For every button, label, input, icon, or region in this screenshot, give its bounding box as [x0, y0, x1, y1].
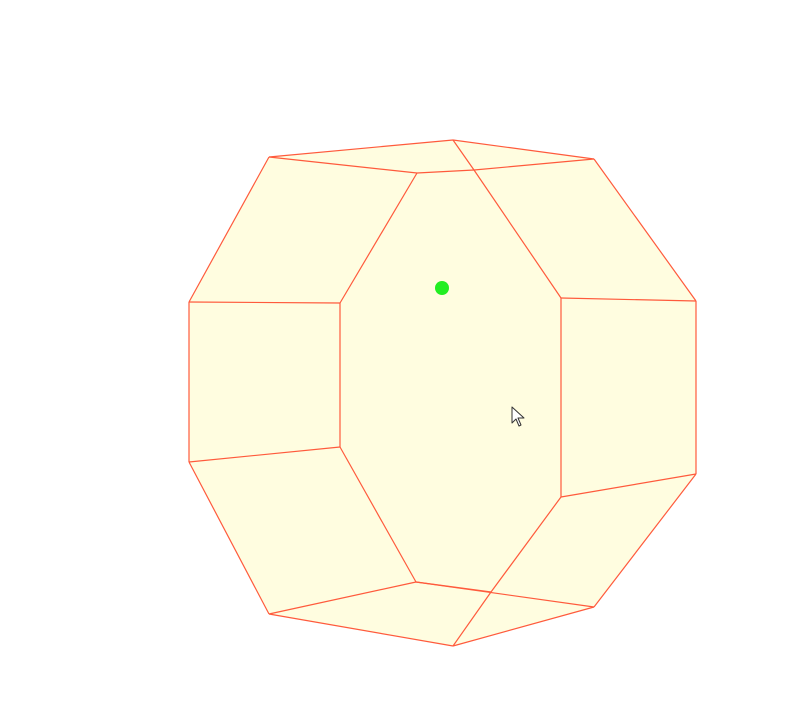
polyhedron-edge [452, 139, 595, 160]
top-left-face [189, 157, 417, 303]
polyhedron-edge [560, 297, 697, 302]
polyhedron-edge [188, 301, 341, 304]
polyhedron-edge [593, 473, 697, 608]
vertex-marker[interactable] [435, 281, 449, 295]
polyhedron-edge [188, 461, 270, 615]
top-right-face [453, 140, 696, 301]
polyhedron-edge [452, 139, 475, 171]
polyhedron-edge [452, 591, 492, 647]
polyhedron-edge [268, 581, 417, 615]
polyhedron-edge [339, 172, 418, 304]
polyhedron-edge [593, 158, 697, 302]
mouse-pointer-icon [511, 406, 525, 427]
polyhedron-edge [490, 496, 562, 593]
polyhedron-faces [189, 140, 696, 646]
polyhedron-edge [452, 606, 595, 647]
polyhedron-edge [473, 169, 562, 299]
polyhedron-edge [188, 446, 341, 463]
top-face [269, 140, 474, 173]
polyhedron-edge [415, 581, 595, 608]
bottom-face [269, 582, 491, 646]
bottom-left-face [189, 447, 416, 614]
polyhedron-edge [268, 156, 418, 174]
polyhedron-edge [268, 613, 454, 647]
left-face [189, 302, 340, 462]
polyhedron-edge [188, 156, 270, 303]
polyhedron-edge [560, 473, 697, 498]
bottom-right-face [491, 474, 696, 607]
polyhedron-edge [339, 446, 417, 583]
polyhedron-edges [188, 139, 697, 647]
polyhedron-edge [416, 169, 475, 174]
polyhedron-edge [268, 139, 454, 158]
front-center-face [340, 170, 561, 592]
right-face [561, 298, 696, 497]
polyhedron-edge [473, 158, 595, 171]
